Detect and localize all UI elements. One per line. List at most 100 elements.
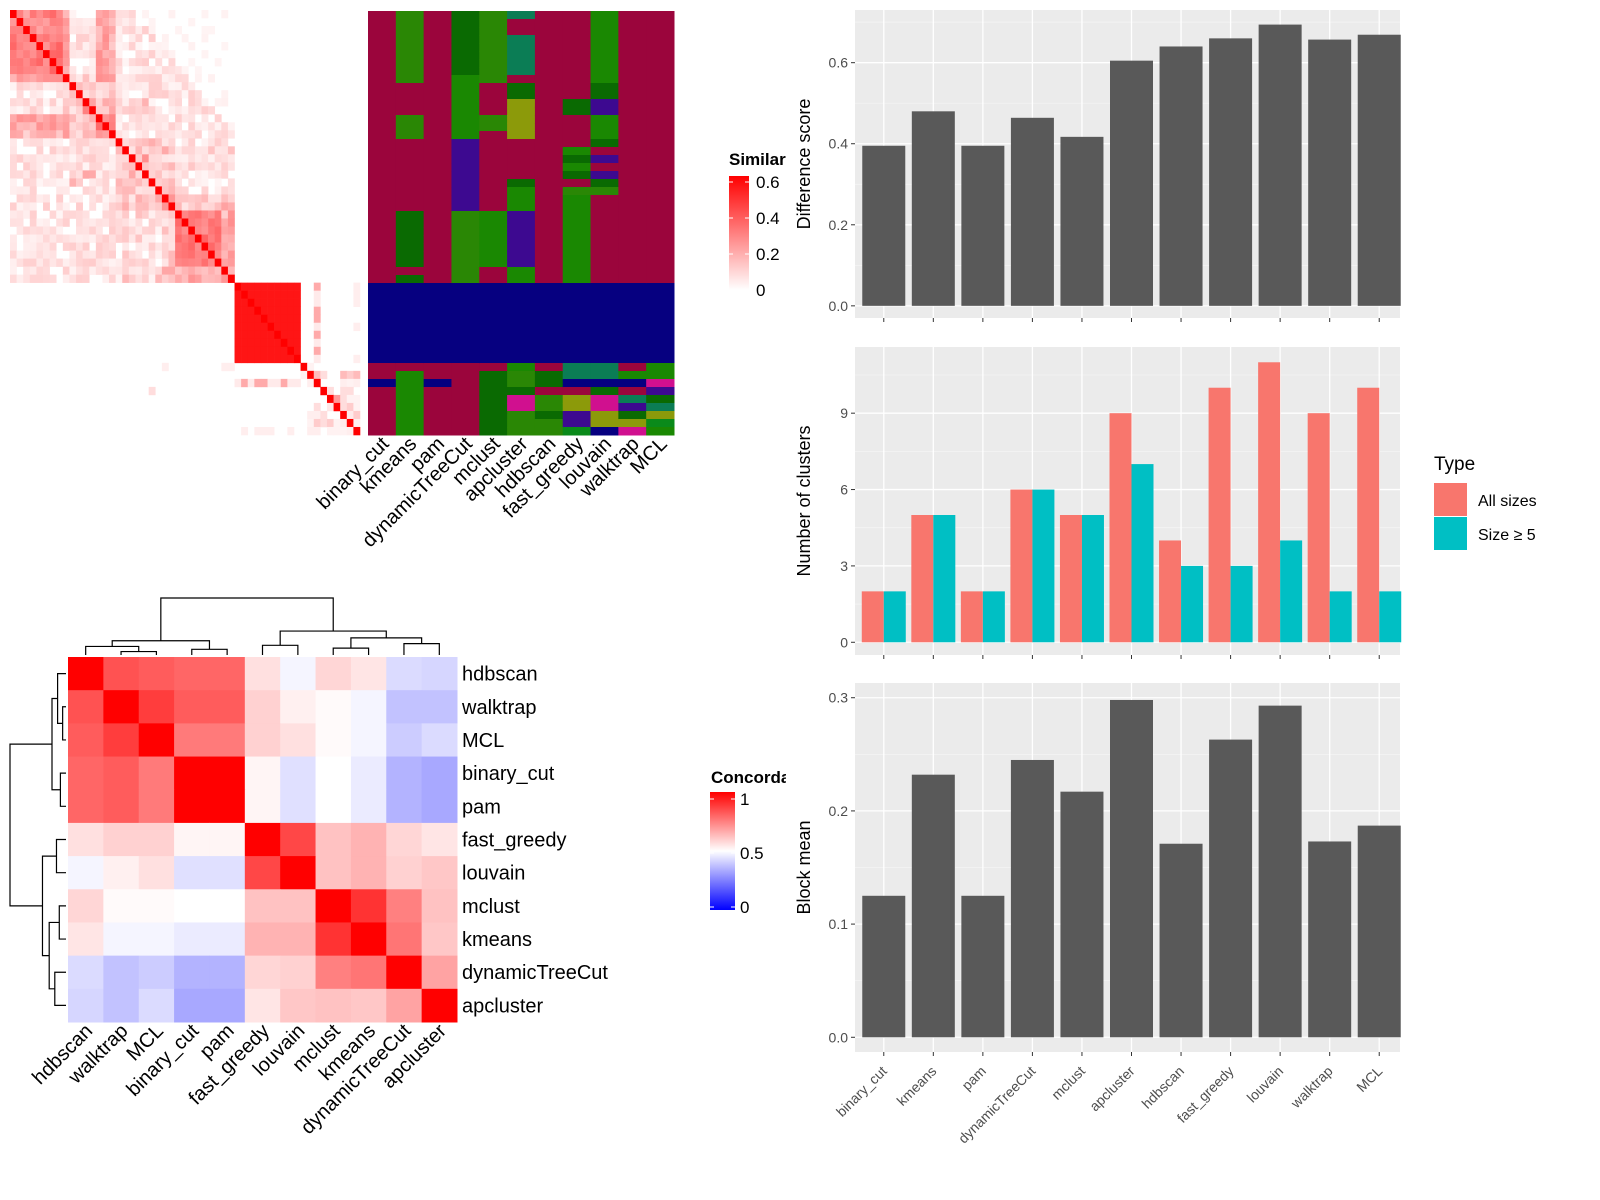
assignment-cell bbox=[646, 67, 675, 76]
similarity-cell bbox=[36, 194, 44, 203]
similarity-cell bbox=[23, 58, 31, 67]
assignment-cell bbox=[618, 235, 647, 244]
similarity-cell bbox=[62, 74, 70, 83]
assignment-cell bbox=[451, 187, 480, 196]
similarity-cell bbox=[23, 194, 31, 203]
similarity-cell bbox=[181, 130, 189, 139]
similarity-cell bbox=[188, 90, 196, 99]
similarity-cell bbox=[241, 314, 249, 324]
assignment-cell bbox=[423, 419, 452, 428]
similarity-cell bbox=[161, 242, 169, 251]
assignment-cell bbox=[618, 155, 647, 164]
similarity-cell bbox=[293, 282, 301, 291]
similarity-cell bbox=[260, 306, 268, 316]
assignment-cell bbox=[534, 283, 564, 292]
similarity-cell bbox=[49, 138, 57, 147]
similarity-cell bbox=[29, 122, 37, 131]
assignment-cell bbox=[618, 75, 647, 84]
similarity-cell bbox=[115, 114, 123, 123]
assignment-cell bbox=[479, 243, 508, 252]
assignment-cell bbox=[451, 299, 480, 308]
similarity-cell bbox=[16, 42, 24, 51]
assignment-cell bbox=[423, 371, 452, 380]
similarity-cell bbox=[16, 10, 24, 19]
assignment-cell bbox=[562, 251, 592, 260]
similarity-cell bbox=[23, 42, 31, 51]
similarity-cell bbox=[274, 322, 282, 332]
assignment-cell bbox=[368, 27, 397, 36]
assignment-cell bbox=[618, 115, 647, 124]
assignment-cell bbox=[395, 419, 425, 428]
assignment-cell bbox=[423, 51, 452, 60]
assignment-cell bbox=[562, 83, 592, 92]
similarity-cell bbox=[69, 50, 77, 59]
similarity-cell bbox=[69, 210, 77, 219]
similarity-cell bbox=[76, 82, 83, 91]
similarity-cell bbox=[234, 322, 242, 332]
similarity-cell bbox=[181, 154, 189, 163]
assignment-cell bbox=[451, 339, 480, 348]
similarity-cell bbox=[10, 154, 17, 163]
assignment-cell bbox=[534, 131, 564, 140]
similarity-cell bbox=[267, 378, 275, 388]
similarity-cell bbox=[95, 26, 103, 35]
similarity-cell bbox=[49, 178, 57, 187]
assignment-cell bbox=[507, 251, 536, 260]
assignment-cell bbox=[507, 371, 536, 380]
similarity-cell bbox=[135, 162, 143, 171]
similarity-cell bbox=[43, 10, 50, 19]
similarity-cell bbox=[287, 426, 295, 436]
assignment-cell bbox=[423, 339, 452, 348]
assignment-cell bbox=[646, 11, 675, 20]
assignment-cell bbox=[507, 163, 536, 172]
similarity-cell bbox=[29, 274, 37, 283]
similarity-cell bbox=[82, 162, 90, 171]
similarity-cell bbox=[43, 34, 50, 43]
assignment-cell bbox=[395, 195, 425, 204]
similarity-cell bbox=[254, 282, 262, 291]
similarity-cell bbox=[148, 242, 156, 251]
similarity-cell bbox=[194, 106, 202, 115]
assignment-cell bbox=[562, 219, 592, 228]
assignment-cell bbox=[479, 75, 508, 84]
similarity-cell bbox=[10, 34, 17, 43]
similarity-cell bbox=[62, 130, 70, 139]
assignment-cell bbox=[590, 299, 619, 308]
similarity-cell bbox=[95, 162, 103, 171]
similarity-cell bbox=[23, 66, 31, 75]
similarity-cell bbox=[49, 106, 57, 115]
similarity-cell bbox=[16, 82, 24, 91]
assignment-cell bbox=[423, 27, 452, 36]
similarity-cell bbox=[194, 178, 202, 187]
x-tick-label: pam bbox=[958, 1063, 989, 1094]
similarity-cell bbox=[82, 242, 90, 251]
concordance-cell bbox=[103, 822, 140, 857]
assignment-cell bbox=[562, 347, 592, 356]
similarity-cell bbox=[214, 138, 222, 147]
similarity-cell bbox=[128, 186, 136, 195]
assignment-cell bbox=[507, 427, 536, 436]
similarity-cell bbox=[23, 186, 31, 195]
similarity-cell bbox=[122, 178, 130, 187]
assignment-cell bbox=[368, 163, 397, 172]
concordance-legend-label: 1 bbox=[740, 790, 749, 809]
similarity-cell bbox=[155, 210, 163, 219]
similarity-cell bbox=[36, 42, 44, 51]
bar bbox=[1110, 699, 1153, 1038]
similarity-cell bbox=[49, 10, 57, 19]
similarity-cell bbox=[36, 90, 44, 99]
y-axis-title: Difference score bbox=[794, 99, 814, 230]
assignment-cell bbox=[507, 339, 536, 348]
assignment-cell bbox=[395, 299, 425, 308]
assignment-cell bbox=[618, 211, 647, 220]
assignment-cell bbox=[479, 131, 508, 140]
similarity-cell bbox=[10, 186, 17, 195]
assignment-cell bbox=[451, 155, 480, 164]
similarity-cell bbox=[247, 346, 255, 356]
similarity-cell bbox=[142, 26, 149, 35]
assignment-cell bbox=[423, 219, 452, 228]
assignment-cell bbox=[507, 291, 536, 300]
similarity-cell bbox=[36, 130, 44, 139]
assignment-cell bbox=[451, 139, 480, 148]
assignment-cell bbox=[534, 59, 564, 68]
